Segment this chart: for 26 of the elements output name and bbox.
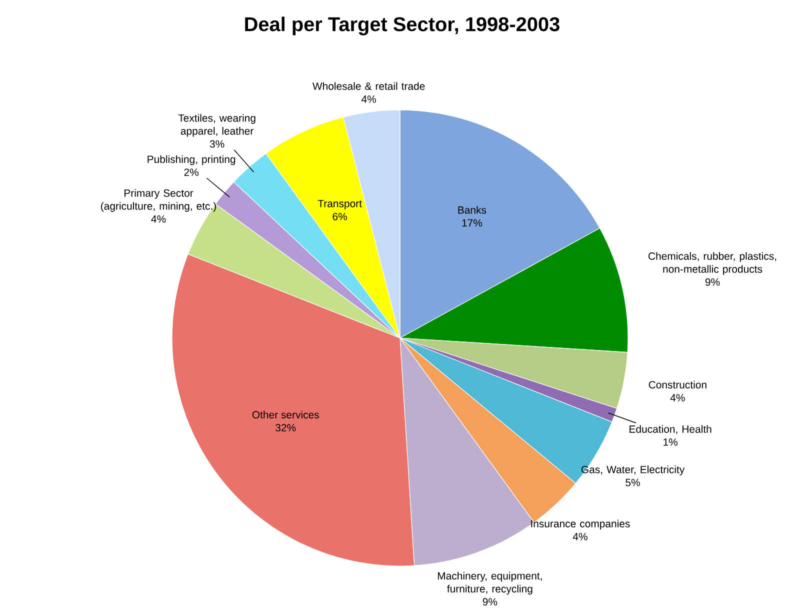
data-label: 6%: [332, 212, 347, 220]
data-label: 32%: [276, 424, 296, 432]
data-label: 4%: [572, 532, 588, 540]
chart-title: Deal per Target Sector, 1998-2003: [245, 16, 560, 36]
slice-label: Other services: [252, 410, 319, 418]
data-label: 4%: [670, 394, 685, 402]
data-label: 5%: [626, 478, 640, 486]
data-label: 9%: [482, 598, 498, 606]
slice-label: Primary Sector (agriculture, mining, etc.): [101, 189, 216, 212]
slice-label: Publishing, printing: [148, 155, 236, 166]
slice-label: Education, Health: [630, 425, 712, 434]
slice-label: Transport: [318, 200, 362, 210]
data-label: 1%: [664, 438, 678, 446]
slice-label: Banks: [458, 206, 486, 214]
data-label: 17%: [462, 219, 482, 227]
data-label: 4%: [151, 215, 166, 223]
slice-label: Machinery, equipment, furniture, recycling: [438, 572, 542, 595]
slice-label: Construction: [648, 380, 706, 388]
slice-label: Insurance companies: [531, 520, 630, 530]
data-label: 2%: [184, 168, 198, 176]
data-label: 3%: [210, 140, 224, 148]
slice-label: Wholesale & retail trade: [312, 82, 425, 90]
slice-label: Chemicals, rubber, plastics, non-metallic products: [648, 252, 776, 275]
data-label: 4%: [361, 95, 376, 103]
data-label: 9%: [705, 278, 720, 286]
slice-label: Textiles, wearing apparel, leather: [178, 114, 256, 137]
